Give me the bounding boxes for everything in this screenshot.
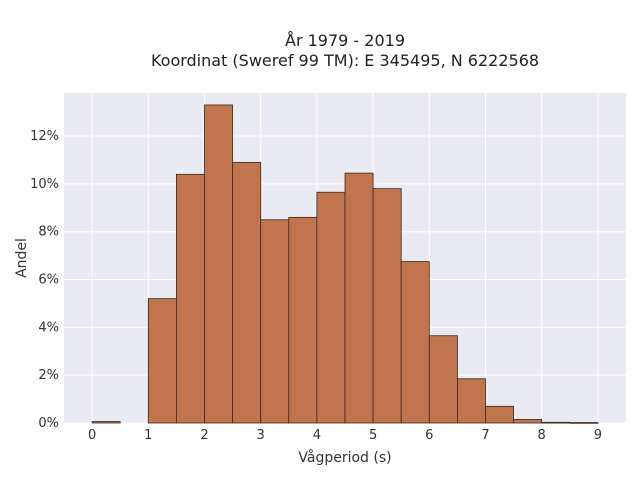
y-tick-label: 2% xyxy=(38,368,59,383)
x-tick-label: 8 xyxy=(538,428,546,443)
histogram-bar xyxy=(513,419,543,424)
histogram-bar xyxy=(91,421,121,424)
y-axis-label: Andel xyxy=(14,238,30,278)
y-tick-label: 0% xyxy=(38,416,59,431)
x-tick-label: 1 xyxy=(144,428,152,443)
histogram-bar xyxy=(232,161,262,424)
x-tick-label: 9 xyxy=(594,428,602,443)
y-tick-label: 6% xyxy=(38,273,59,288)
x-axis-label: Vågperiod (s) xyxy=(298,449,391,466)
histogram-bar xyxy=(204,104,234,424)
x-tick-label: 7 xyxy=(481,428,489,443)
chart-title-line1: År 1979 - 2019 xyxy=(285,31,405,50)
histogram-bars xyxy=(91,104,599,424)
x-tick-label: 3 xyxy=(257,428,265,443)
x-axis-ticks: 0 1 2 3 4 5 6 7 8 9 xyxy=(88,428,602,443)
histogram-bar xyxy=(372,188,402,424)
y-tick-label: 8% xyxy=(38,225,59,240)
histogram-bar xyxy=(316,191,346,424)
x-tick-label: 2 xyxy=(200,428,208,443)
histogram-bar xyxy=(541,421,571,424)
histogram-bar xyxy=(569,422,599,424)
y-tick-label: 4% xyxy=(38,320,59,335)
chart-title-line2: Koordinat (Sweref 99 TM): E 345495, N 62… xyxy=(151,51,539,70)
histogram-bar xyxy=(288,216,318,424)
histogram-bar xyxy=(175,173,205,424)
histogram-bar xyxy=(428,335,458,424)
y-axis-ticks: 0% 2% 4% 6% 8% 10% 12% xyxy=(30,129,59,431)
histogram-bar xyxy=(260,219,290,424)
x-tick-label: 4 xyxy=(313,428,321,443)
histogram-bar xyxy=(147,298,177,424)
y-tick-label: 10% xyxy=(30,177,59,192)
x-tick-label: 6 xyxy=(425,428,433,443)
histogram-bar xyxy=(344,172,374,424)
y-tick-label: 12% xyxy=(30,129,59,144)
histogram-bar xyxy=(456,378,486,424)
histogram-bar xyxy=(400,261,430,424)
x-tick-label: 0 xyxy=(88,428,96,443)
histogram-bar xyxy=(485,405,515,424)
x-tick-label: 5 xyxy=(369,428,377,443)
